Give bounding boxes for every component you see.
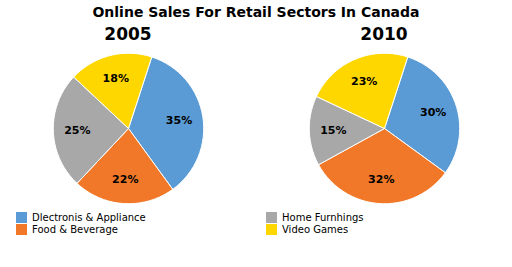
svg-text:18%: 18%: [103, 72, 129, 85]
html-text:2010: 2010: [360, 24, 408, 44]
svg-text:30%: 30%: [420, 106, 446, 119]
svg-text:22%: 22%: [112, 173, 138, 186]
html-text:Dlectronis & Appliance: Dlectronis & Appliance: [32, 212, 146, 223]
html-text:2005: 2005: [104, 24, 152, 44]
svg-text:23%: 23%: [351, 75, 377, 88]
html-text:Home Furnhings: Home Furnhings: [282, 212, 364, 223]
html-text:Food & Beverage: Food & Beverage: [32, 224, 118, 235]
svg-text:32%: 32%: [368, 173, 394, 186]
svg-text:15%: 15%: [320, 124, 346, 137]
html-text:Online Sales For Retail Sector: Online Sales For Retail Sectors In Canad…: [92, 4, 420, 20]
html-text:Video Games: Video Games: [282, 224, 349, 235]
svg-text:25%: 25%: [64, 124, 90, 137]
svg-text:35%: 35%: [166, 114, 192, 127]
